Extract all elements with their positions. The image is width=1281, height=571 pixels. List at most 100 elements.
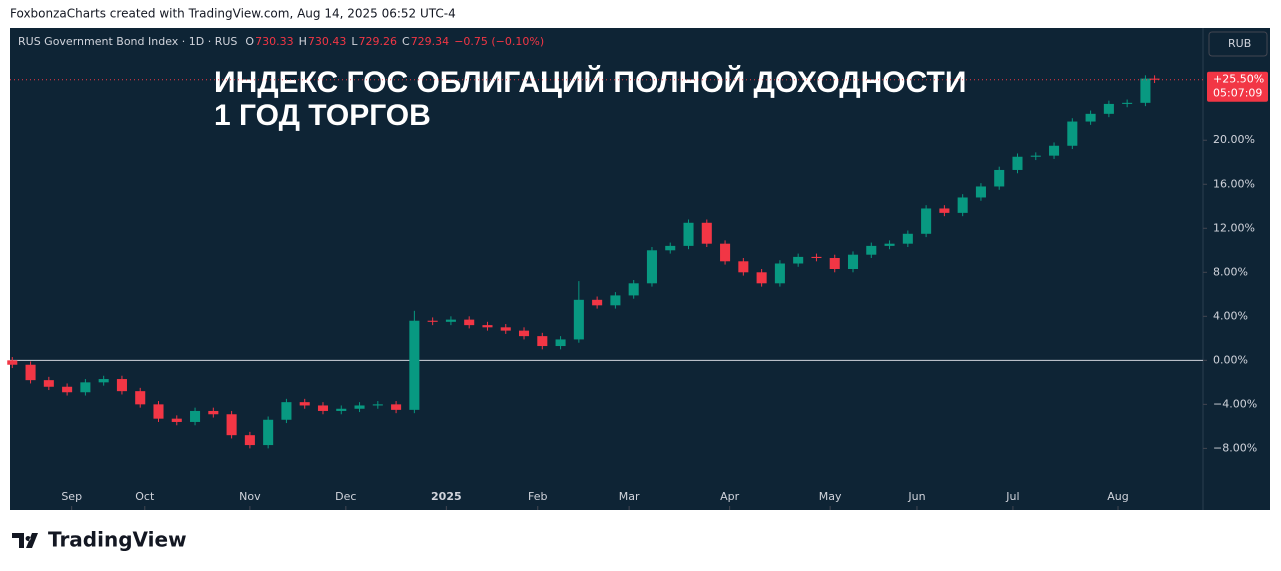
chart-subtitle: 1 ГОД ТОРГОВ — [214, 99, 431, 132]
candle-body — [1067, 121, 1078, 146]
x-tick-label: Jul — [1005, 490, 1019, 503]
candle-body — [500, 327, 511, 331]
last-price-label: +25.50% — [1213, 73, 1264, 86]
x-tick-label: May — [819, 490, 842, 503]
candle-body — [921, 208, 932, 234]
y-tick-label: 0.00% — [1213, 353, 1248, 366]
candle-body — [665, 245, 676, 251]
candle-body — [519, 330, 530, 337]
candle-body — [372, 404, 383, 406]
candle-body — [1122, 102, 1133, 104]
candle-body — [281, 402, 292, 420]
candle-body — [975, 186, 986, 198]
x-tick-label: Aug — [1107, 490, 1128, 503]
y-tick-label: 20.00% — [1213, 133, 1255, 146]
candle-body — [646, 250, 657, 284]
candle-body — [208, 410, 219, 415]
footer-logo: TradingView — [12, 528, 187, 552]
candle-body — [1049, 145, 1060, 156]
y-tick-label: 8.00% — [1213, 265, 1248, 278]
candle-body — [1149, 78, 1160, 80]
candle-body — [482, 325, 493, 328]
candle-body — [829, 257, 840, 269]
candle-body — [811, 256, 822, 258]
candle-body — [1085, 113, 1096, 122]
x-tick-label: Sep — [61, 490, 82, 503]
candle-body — [336, 408, 347, 411]
legend-value: 729.26 — [359, 35, 398, 48]
candle-body — [43, 380, 54, 387]
candle-body — [884, 243, 895, 246]
x-tick-label: Oct — [135, 490, 155, 503]
candle-body — [1012, 156, 1023, 170]
countdown: 05:07:09 — [1213, 87, 1262, 100]
candle-body — [957, 197, 968, 213]
legend-symbol: RUS Government Bond Index · 1D · RUS — [18, 35, 237, 48]
candle-body — [592, 299, 603, 306]
legend-key: H — [299, 35, 307, 48]
candle-body — [244, 435, 255, 446]
legend-value: 730.43 — [308, 35, 347, 48]
chart-pane — [10, 28, 1270, 510]
candle-body — [25, 364, 36, 381]
candle-body — [464, 319, 475, 326]
candle-body — [738, 261, 749, 273]
chart-title: ИНДЕКС ГОС ОБЛИГАЦИЙ ПОЛНОЙ ДОХОДНОСТИ — [214, 65, 966, 99]
logo-icon — [12, 533, 38, 548]
candle-body — [683, 222, 694, 246]
candle-body — [391, 404, 402, 410]
header: FoxbonzaCharts created with TradingView.… — [10, 7, 456, 21]
currency-button[interactable] — [1208, 31, 1268, 57]
last-price-box — [1207, 71, 1268, 102]
candle-body — [793, 256, 804, 264]
candle-body — [610, 295, 621, 306]
candle-body — [1030, 155, 1041, 157]
candle-body — [427, 320, 438, 322]
candle-body — [98, 379, 109, 383]
y-tick-label: 16.00% — [1213, 177, 1255, 190]
candle-body — [317, 405, 329, 411]
candle-body — [299, 402, 310, 406]
x-tick-label: 2025 — [431, 490, 462, 503]
candle-body — [135, 391, 146, 405]
x-tick-label: Feb — [528, 490, 547, 503]
x-tick-label: Dec — [335, 490, 356, 503]
y-tick-label: −4.00% — [1213, 397, 1257, 410]
y-tick-label: 4.00% — [1213, 309, 1248, 322]
x-tick-label: Nov — [239, 490, 261, 503]
footer-text: TradingView — [48, 528, 187, 552]
legend-key: L — [351, 35, 358, 48]
candle-body — [994, 169, 1005, 187]
candle-body — [774, 263, 785, 284]
candle-body — [1140, 78, 1151, 103]
x-tick-label: Apr — [720, 490, 740, 503]
candle-body — [263, 419, 274, 446]
candle-body — [80, 382, 91, 393]
candle-body — [628, 283, 639, 296]
candle-body — [756, 272, 767, 284]
candle-body — [573, 299, 584, 340]
candle-body — [171, 418, 182, 422]
candle-body — [153, 404, 164, 419]
candle-body — [701, 222, 712, 244]
candle-body — [847, 254, 859, 269]
candle-body — [190, 410, 201, 422]
candle-body — [939, 208, 950, 213]
candle-body — [720, 243, 731, 262]
candle-body — [116, 379, 127, 392]
currency-label[interactable]: RUB — [1228, 37, 1251, 50]
legend-value: 730.33 — [255, 35, 294, 48]
candle-body — [537, 336, 548, 347]
y-tick-label: 12.00% — [1213, 221, 1255, 234]
legend-change: −0.75 (−0.10%) — [454, 35, 544, 48]
candle-body — [902, 233, 913, 244]
y-tick-label: −8.00% — [1213, 441, 1257, 454]
legend-value: 729.34 — [411, 35, 450, 48]
candle-body — [354, 405, 365, 409]
x-tick-label: Mar — [619, 490, 640, 503]
legend-key: C — [402, 35, 410, 48]
candle-body — [62, 386, 73, 393]
candle-body — [866, 245, 877, 255]
candle-body — [1103, 103, 1114, 114]
